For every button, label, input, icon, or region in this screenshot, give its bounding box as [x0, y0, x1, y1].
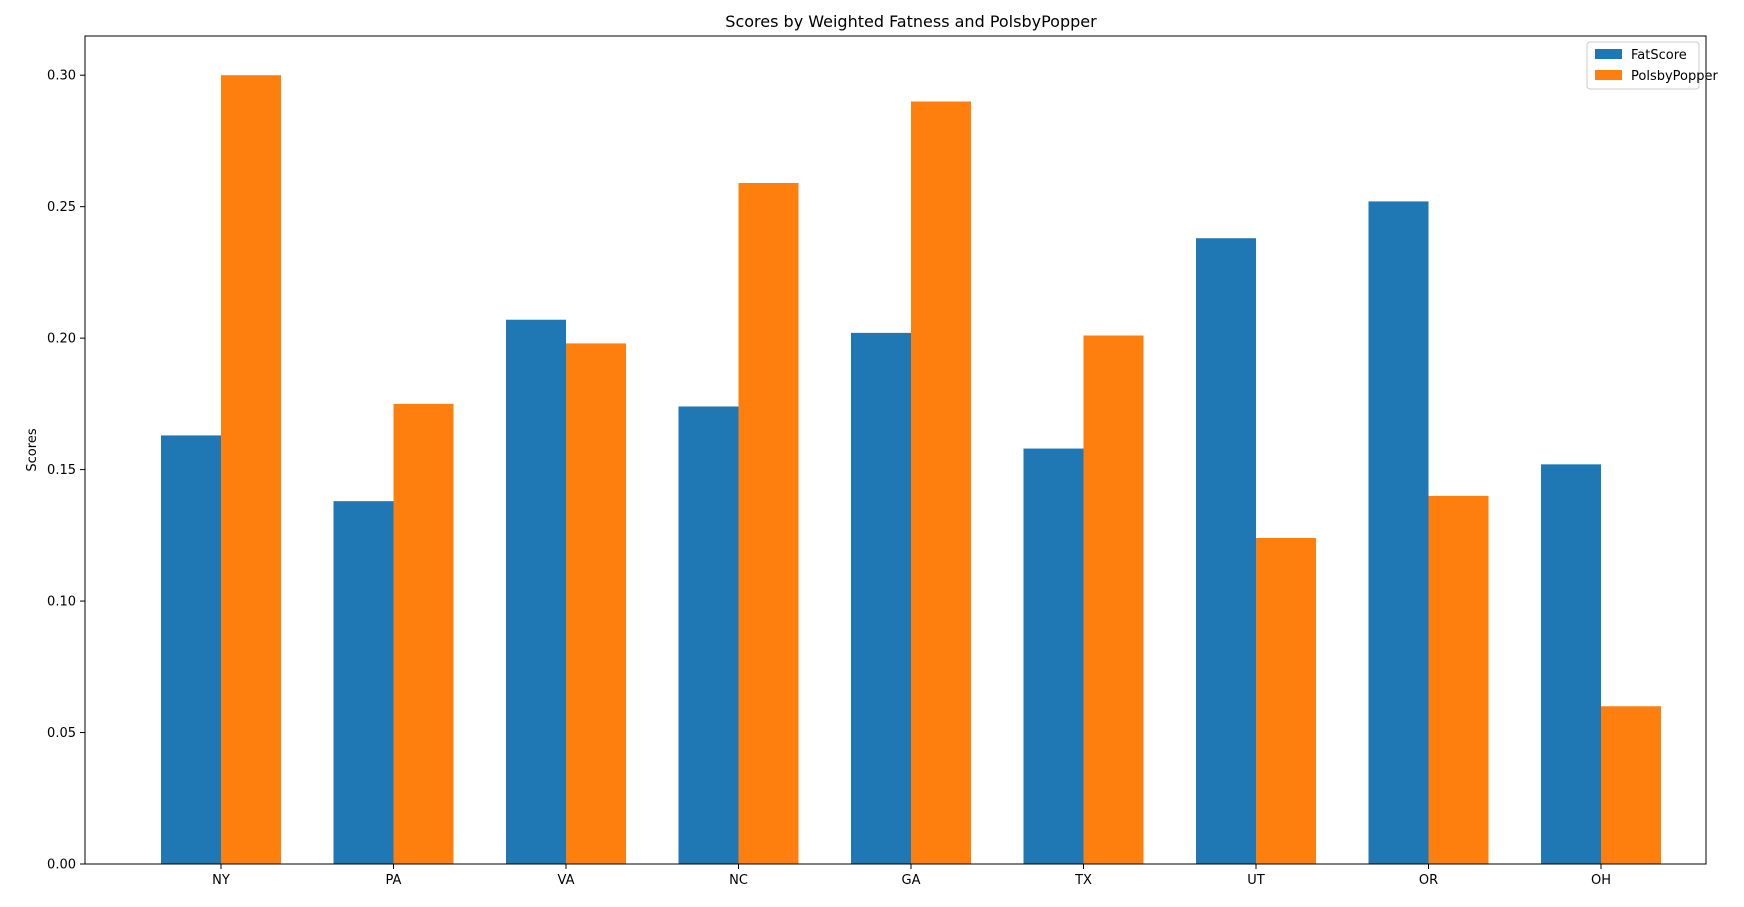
bar-polsbypopper-ut	[1256, 537, 1316, 864]
bar-fatscore-ga	[851, 332, 911, 865]
bar-fatscore-nc	[678, 406, 739, 864]
legend-swatch-polsbypopper	[1595, 70, 1622, 80]
legend-swatch-fatscore	[1595, 49, 1622, 59]
x-tick-label: UT	[1247, 873, 1265, 888]
bar-fatscore-or	[1368, 201, 1429, 864]
x-tick-label: OR	[1419, 873, 1438, 888]
y-tick-label: 0.15	[47, 463, 76, 478]
chart-title: Scores by Weighted Fatness and PolsbyPop…	[725, 12, 1097, 31]
y-axis: 0.00 0.05 0.10 0.15 0.20 0.25 0.30	[47, 69, 85, 873]
x-tick-label: TX	[1074, 873, 1092, 888]
bars-group	[161, 75, 1661, 865]
bar-polsbypopper-pa	[393, 403, 454, 864]
y-tick-label: 0.20	[47, 332, 76, 347]
bar-fatscore-va	[506, 319, 566, 864]
legend-label-fatscore: FatScore	[1631, 48, 1687, 63]
x-tick-label: NY	[212, 873, 230, 888]
bar-fatscore-oh	[1541, 464, 1601, 864]
bar-polsbypopper-ny	[221, 75, 281, 864]
y-tick-label: 0.10	[47, 595, 76, 610]
y-tick-label: 0.25	[47, 200, 76, 215]
bar-fatscore-ut	[1196, 238, 1256, 864]
y-tick-label: 0.00	[47, 858, 76, 873]
bar-polsbypopper-ga	[911, 101, 971, 864]
x-tick-label: VA	[558, 873, 575, 888]
bar-polsbypopper-oh	[1601, 706, 1661, 864]
x-tick-label: PA	[386, 873, 402, 888]
legend-label-polsbypopper: PolsbyPopper	[1631, 69, 1718, 84]
bar-polsbypopper-tx	[1083, 335, 1144, 864]
bar-polsbypopper-va	[566, 343, 626, 865]
x-tick-label: NC	[729, 873, 748, 888]
y-axis-label: Scores	[25, 428, 40, 471]
legend: FatScore PolsbyPopper	[1586, 41, 1718, 90]
bar-fatscore-pa	[333, 501, 394, 864]
bar-fatscore-ny	[161, 435, 221, 864]
y-tick-label: 0.30	[47, 69, 76, 84]
bar-polsbypopper-nc	[738, 183, 799, 864]
x-axis: NY PA VA NC GA TX UT OR OH	[212, 864, 1611, 888]
bar-polsbypopper-or	[1428, 495, 1489, 864]
plot-frame	[84, 35, 1707, 865]
x-tick-label: OH	[1591, 873, 1611, 888]
x-tick-label: GA	[902, 873, 921, 888]
y-tick-label: 0.05	[47, 726, 76, 741]
bar-fatscore-tx	[1023, 448, 1084, 864]
